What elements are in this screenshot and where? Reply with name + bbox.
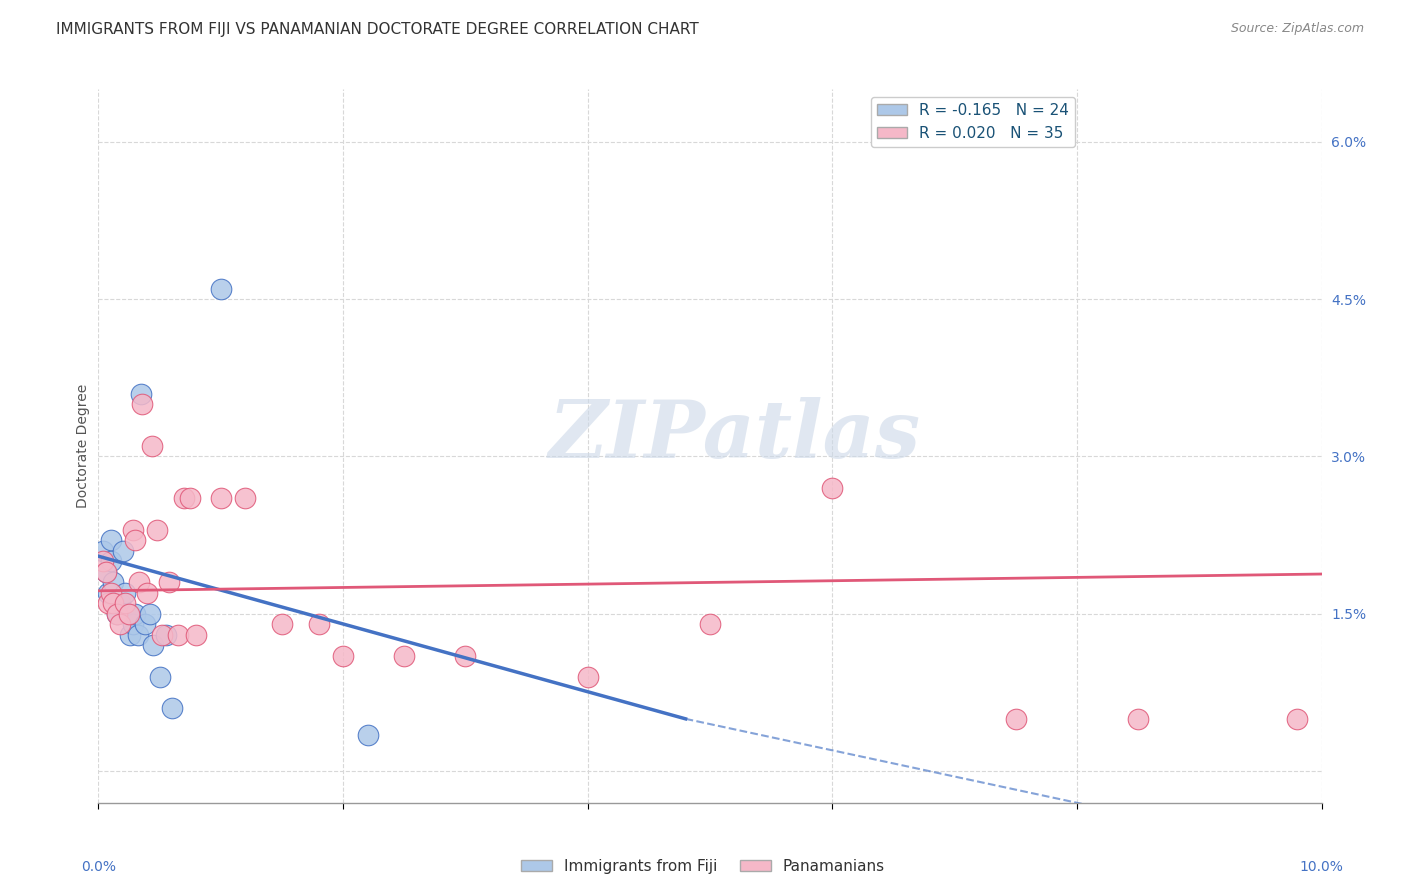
Point <box>117 607 139 621</box>
Point <box>155 628 177 642</box>
Point <box>124 533 146 548</box>
Point <box>128 575 150 590</box>
Point <box>94 565 117 579</box>
Point <box>118 607 141 621</box>
Point <box>270 617 294 632</box>
Legend: Immigrants from Fiji, Panamanians: Immigrants from Fiji, Panamanians <box>515 853 891 880</box>
Point <box>699 617 721 632</box>
Point <box>142 639 165 653</box>
Point <box>129 386 152 401</box>
Point <box>1286 712 1309 726</box>
Text: 0.0%: 0.0% <box>82 860 115 874</box>
Point <box>134 617 156 632</box>
Point <box>1128 712 1150 726</box>
Point <box>105 607 128 621</box>
Point <box>114 586 136 600</box>
Point <box>105 607 128 621</box>
Point <box>121 523 143 537</box>
Point <box>179 491 201 506</box>
Legend: R = -0.165   N = 24, R = 0.020   N = 35: R = -0.165 N = 24, R = 0.020 N = 35 <box>870 97 1076 146</box>
Point <box>121 617 143 632</box>
Point <box>173 491 195 506</box>
Point <box>114 596 136 610</box>
Point <box>97 586 120 600</box>
Point <box>356 728 378 742</box>
Point <box>101 575 124 590</box>
Point <box>101 596 124 610</box>
Point <box>1004 712 1026 726</box>
Y-axis label: Doctorate Degree: Doctorate Degree <box>76 384 90 508</box>
Point <box>91 554 114 568</box>
Text: ZIPatlas: ZIPatlas <box>548 397 921 475</box>
Point <box>136 586 159 600</box>
Point <box>131 397 153 411</box>
Point <box>209 491 232 506</box>
Point <box>186 628 208 642</box>
Point <box>821 481 844 495</box>
Point <box>110 596 132 610</box>
Point <box>160 701 183 715</box>
Point <box>120 628 142 642</box>
Point <box>149 670 172 684</box>
Point <box>157 575 180 590</box>
Point <box>141 439 163 453</box>
Text: IMMIGRANTS FROM FIJI VS PANAMANIAN DOCTORATE DEGREE CORRELATION CHART: IMMIGRANTS FROM FIJI VS PANAMANIAN DOCTO… <box>56 22 699 37</box>
Point <box>576 670 599 684</box>
Point <box>392 648 416 663</box>
Point <box>100 554 122 568</box>
Point <box>91 544 114 558</box>
Point <box>94 565 117 579</box>
Point <box>100 586 122 600</box>
Text: Source: ZipAtlas.com: Source: ZipAtlas.com <box>1230 22 1364 36</box>
Point <box>100 533 122 548</box>
Point <box>454 648 477 663</box>
Point <box>139 607 162 621</box>
Point <box>110 617 132 632</box>
Point <box>124 607 146 621</box>
Point <box>308 617 330 632</box>
Point <box>332 648 354 663</box>
Point <box>209 282 232 296</box>
Point <box>97 596 120 610</box>
Point <box>146 523 169 537</box>
Point <box>233 491 256 506</box>
Point <box>150 628 173 642</box>
Text: 10.0%: 10.0% <box>1299 860 1344 874</box>
Point <box>111 544 134 558</box>
Point <box>127 628 149 642</box>
Point <box>167 628 190 642</box>
